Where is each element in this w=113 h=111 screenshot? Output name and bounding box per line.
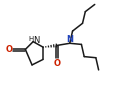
Text: O: O [5, 45, 12, 54]
Text: O: O [53, 58, 60, 68]
Text: N: N [66, 35, 73, 44]
Text: N: N [33, 36, 39, 45]
Text: H: H [28, 36, 33, 42]
